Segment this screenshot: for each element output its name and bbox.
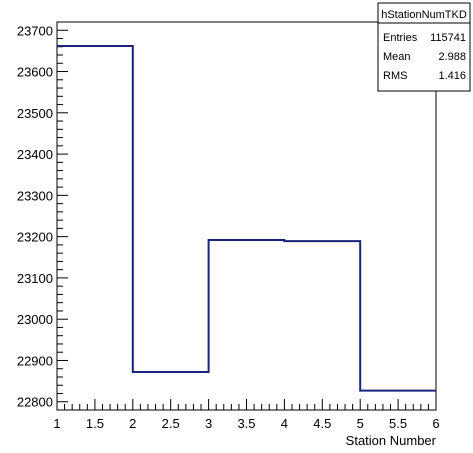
x-tick-label: 3: [205, 416, 212, 431]
stats-rms-value: 1.416: [438, 70, 466, 82]
stats-mean-value: 2.988: [438, 51, 466, 63]
x-tick-label: 2: [129, 416, 136, 431]
x-tick-label: 4.5: [313, 416, 331, 431]
y-tick-label: 23200: [17, 230, 53, 245]
stats-box: hStationNumTKD Entries 115741 Mean 2.988…: [377, 2, 471, 92]
stats-entries-label: Entries: [383, 32, 418, 44]
x-axis-ticks: [56, 399, 437, 410]
x-axis-title: Station Number: [346, 433, 437, 448]
y-axis-ticks: [57, 21, 68, 411]
histogram-series: [57, 44, 436, 392]
x-axis-tick-labels: 1 1.5 2 2.5 3 3.5 4 4.5 5 5.5 6: [53, 416, 439, 431]
stats-box-frame: [377, 2, 471, 92]
y-axis-tick-labels: 22800 22900 23000 23100 23200 23300 23400 23500…: [17, 23, 53, 409]
y-tick-label: 23500: [17, 106, 53, 121]
x-tick-label: 6: [432, 416, 439, 431]
stats-rms-label: RMS: [383, 70, 407, 82]
stats-mean-label: Mean: [383, 51, 411, 63]
y-tick-label: 23300: [17, 188, 53, 203]
y-tick-label: 22900: [17, 353, 53, 368]
y-tick-label: 23600: [17, 65, 53, 80]
x-tick-label: 1.5: [86, 416, 104, 431]
y-tick-label: 23400: [17, 147, 53, 162]
x-tick-label: 5.5: [389, 416, 407, 431]
y-tick-label: 23100: [17, 271, 53, 286]
x-tick-label: 4: [281, 416, 288, 431]
y-tick-label: 23700: [17, 23, 53, 38]
histogram-outline: [57, 44, 436, 392]
x-tick-label: 1: [53, 416, 60, 431]
y-tick-label: 22800: [17, 395, 53, 410]
x-tick-label: 3.5: [237, 416, 255, 431]
x-tick-label: 2.5: [162, 416, 180, 431]
stats-box-title: hStationNumTKD: [381, 9, 467, 21]
stats-entries-value: 115741: [430, 32, 466, 44]
y-tick-label: 23000: [17, 312, 53, 327]
x-tick-label: 5: [357, 416, 364, 431]
